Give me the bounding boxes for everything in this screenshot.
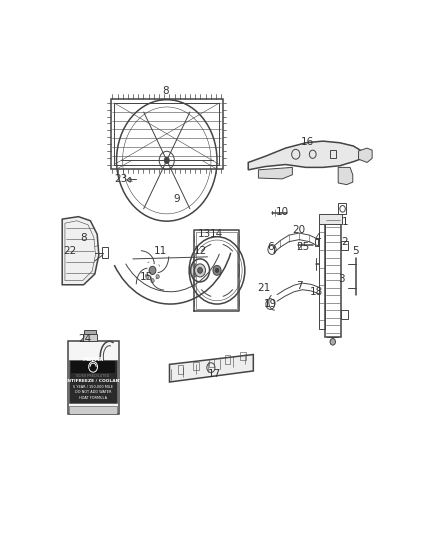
Text: 14: 14: [209, 229, 223, 239]
Text: 23: 23: [114, 174, 127, 184]
Bar: [318, 214, 342, 224]
Text: DO NOT ADD WATER: DO NOT ADD WATER: [75, 390, 111, 394]
Text: 3: 3: [338, 274, 345, 285]
Text: 22: 22: [64, 246, 77, 256]
Bar: [102, 247, 108, 257]
Polygon shape: [359, 148, 372, 163]
Text: 4: 4: [314, 233, 321, 244]
Polygon shape: [338, 167, 353, 184]
Polygon shape: [248, 141, 362, 170]
Text: 1: 1: [342, 217, 348, 227]
Text: 6: 6: [267, 241, 274, 252]
Circle shape: [149, 266, 156, 274]
Text: 15: 15: [140, 272, 153, 282]
Bar: [315, 239, 319, 246]
Bar: [83, 334, 97, 341]
Bar: [111, 99, 223, 168]
Polygon shape: [258, 167, 293, 179]
Text: 2: 2: [342, 238, 348, 247]
Text: 5 YEAR / 150,000 MILE: 5 YEAR / 150,000 MILE: [73, 385, 113, 389]
Text: 24: 24: [79, 334, 92, 344]
Polygon shape: [62, 216, 99, 285]
Bar: [325, 216, 341, 337]
Polygon shape: [67, 341, 119, 414]
Text: HOAT FORMULA: HOAT FORMULA: [79, 395, 107, 400]
Text: 8: 8: [162, 86, 168, 95]
Circle shape: [215, 268, 219, 272]
Text: 20: 20: [293, 225, 306, 235]
Bar: [318, 224, 325, 329]
Text: 5: 5: [352, 246, 358, 256]
Bar: [341, 241, 348, 250]
Bar: [69, 406, 117, 414]
Circle shape: [151, 279, 154, 282]
Bar: [330, 150, 336, 158]
Text: 50/50 PREDILUTED: 50/50 PREDILUTED: [76, 374, 110, 378]
Text: 9: 9: [173, 195, 180, 204]
Bar: [341, 310, 348, 319]
Text: 13: 13: [198, 229, 211, 239]
Text: 18: 18: [310, 287, 323, 297]
Text: 21: 21: [257, 282, 270, 293]
Circle shape: [198, 268, 202, 273]
Text: 25: 25: [296, 241, 309, 252]
Bar: [240, 352, 246, 360]
Bar: [69, 360, 117, 403]
Bar: [196, 232, 237, 309]
Text: 8: 8: [80, 233, 87, 244]
Bar: [338, 204, 346, 214]
Text: ANTIFREEZE / COOLANT: ANTIFREEZE / COOLANT: [64, 379, 122, 383]
Bar: [71, 361, 115, 373]
Text: 11: 11: [153, 246, 166, 256]
Bar: [85, 330, 95, 334]
Bar: [114, 103, 219, 165]
Circle shape: [146, 274, 149, 279]
Text: 17: 17: [208, 369, 221, 379]
Bar: [209, 359, 215, 367]
Circle shape: [164, 157, 169, 164]
Text: 10: 10: [276, 207, 289, 217]
Circle shape: [330, 338, 336, 345]
Bar: [193, 362, 199, 370]
Bar: [225, 356, 230, 364]
Text: 12: 12: [194, 246, 207, 256]
Text: MOPAR: MOPAR: [82, 357, 104, 362]
Circle shape: [213, 265, 221, 276]
Circle shape: [194, 264, 205, 277]
Bar: [178, 366, 183, 374]
Polygon shape: [127, 177, 131, 182]
Text: 19: 19: [264, 299, 277, 309]
Circle shape: [156, 274, 159, 279]
Text: 16: 16: [301, 137, 314, 147]
Circle shape: [88, 361, 98, 372]
Text: 7: 7: [296, 280, 303, 290]
Polygon shape: [170, 354, 253, 382]
